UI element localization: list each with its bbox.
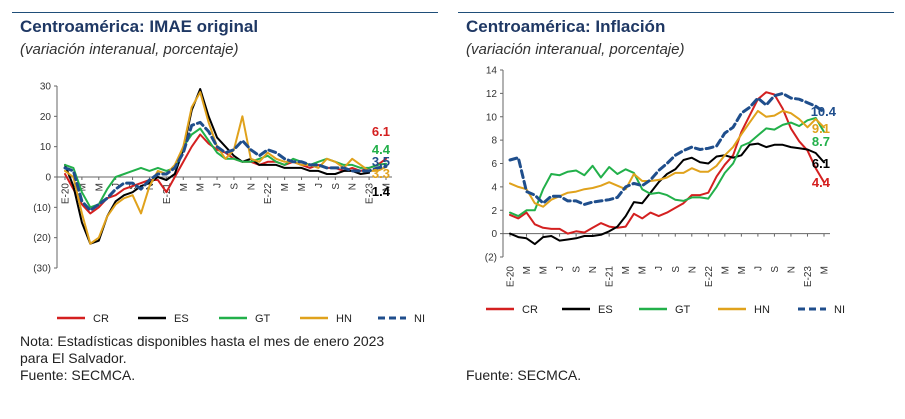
legend-label-hn: HN xyxy=(754,304,770,316)
x-tick-label: N xyxy=(145,183,156,190)
series-line-hn xyxy=(509,109,825,208)
series-line-ni xyxy=(63,120,388,212)
x-tick-label: E-20 xyxy=(61,183,72,205)
x-tick-label: E-20 xyxy=(506,266,517,288)
x-tick-label: N xyxy=(246,183,257,190)
chart-subtitle: (variación interanual, porcentaje) xyxy=(466,41,685,58)
y-tick-label: 0 xyxy=(45,173,51,184)
legend-label-gt: GT xyxy=(675,304,691,316)
legend-label-cr: CR xyxy=(93,313,109,325)
x-tick-label: M xyxy=(720,266,731,274)
title-rule xyxy=(12,12,438,13)
legend-label-cr: CR xyxy=(522,304,538,316)
x-tick-label: N xyxy=(786,266,797,273)
x-tick-label: M xyxy=(94,183,105,191)
end-value-label: 4.4 xyxy=(812,175,831,190)
x-tick-label: M xyxy=(737,266,748,274)
x-tick-label: M xyxy=(77,183,88,191)
end-value-label: 10.4 xyxy=(811,104,837,119)
legend-label-ni: NI xyxy=(414,313,425,325)
inflacion-panel: Centroamérica: Inflación (variación inte… xyxy=(458,0,905,419)
chart-title: Centroamérica: IMAE original xyxy=(20,17,259,36)
x-tick-label: E-22 xyxy=(263,183,274,205)
source-note: Fuente: SECMCA. xyxy=(20,367,136,383)
y-tick-label: 6 xyxy=(491,159,497,170)
y-tick-label: 20 xyxy=(40,112,52,123)
series-line-es xyxy=(509,142,825,246)
legend-label-es: ES xyxy=(174,313,189,325)
x-tick-label: M xyxy=(179,183,190,191)
note-line-2: para El Salvador. xyxy=(20,350,127,366)
x-tick-label: J xyxy=(213,183,224,188)
x-tick-label: M xyxy=(638,266,649,274)
y-tick-label: (20) xyxy=(33,233,51,244)
y-tick-label: 4 xyxy=(491,182,497,193)
source-note: Fuente: SECMCA. xyxy=(466,367,582,383)
x-tick-label: M xyxy=(196,183,207,191)
x-tick-label: S xyxy=(770,266,781,273)
end-value-label: 6.1 xyxy=(372,124,390,139)
chart-title: Centroamérica: Inflación xyxy=(466,17,666,36)
end-value-label: 1.4 xyxy=(372,184,391,199)
x-tick-label: S xyxy=(331,183,342,190)
legend-label-gt: GT xyxy=(255,313,271,325)
series-line-es xyxy=(64,88,371,245)
y-tick-label: (30) xyxy=(33,264,51,275)
series-line-hn xyxy=(64,91,387,245)
end-value-label: 3.5 xyxy=(372,154,390,169)
legend-label-hn: HN xyxy=(336,313,352,325)
y-tick-label: 0 xyxy=(491,229,497,240)
x-tick-label: E-23 xyxy=(365,183,376,205)
y-tick-label: 8 xyxy=(491,136,497,147)
x-tick-label: J xyxy=(111,183,122,188)
x-tick-label: E-21 xyxy=(162,183,173,205)
x-tick-label: S xyxy=(229,183,240,190)
x-tick-label: M xyxy=(297,183,308,191)
x-tick-label: S xyxy=(572,266,583,273)
x-tick-label: M xyxy=(621,266,632,274)
series-line-cr xyxy=(509,91,825,235)
series-line-gt xyxy=(509,116,825,218)
end-value-label: 8.7 xyxy=(812,134,830,149)
end-value-label: 4.4 xyxy=(372,142,391,157)
x-tick-label: J xyxy=(753,266,764,271)
y-tick-label: 2 xyxy=(491,206,497,217)
x-tick-label: M xyxy=(539,266,550,274)
legend-label-es: ES xyxy=(598,304,613,316)
y-tick-label: (10) xyxy=(33,203,51,214)
y-tick-label: (2) xyxy=(485,253,497,264)
y-tick-label: 12 xyxy=(486,89,498,100)
end-value-label: 6.1 xyxy=(812,156,830,171)
y-tick-label: 14 xyxy=(486,66,498,77)
x-tick-label: E-23 xyxy=(803,266,814,288)
x-tick-label: J xyxy=(314,183,325,188)
y-tick-label: 30 xyxy=(40,82,52,93)
x-tick-label: J xyxy=(654,266,665,271)
note-line-1: Nota: Estadísticas disponibles hasta el … xyxy=(20,333,385,349)
legend-label-ni: NI xyxy=(834,304,845,316)
series-line-ni xyxy=(508,91,826,206)
x-tick-label: M xyxy=(280,183,291,191)
x-tick-label: N xyxy=(687,266,698,273)
title-rule xyxy=(458,12,894,13)
x-tick-label: M xyxy=(522,266,533,274)
x-tick-label: M xyxy=(820,266,831,274)
y-tick-label: 10 xyxy=(40,142,52,153)
x-tick-label: E-21 xyxy=(605,266,616,288)
x-tick-label: N xyxy=(348,183,359,190)
imae-panel: Centroamérica: IMAE original (variación … xyxy=(0,0,452,419)
x-tick-label: E-22 xyxy=(704,266,715,288)
x-tick-label: S xyxy=(671,266,682,273)
y-tick-label: 10 xyxy=(486,112,498,123)
end-value-label: 3.3 xyxy=(372,166,390,181)
x-tick-label: M xyxy=(382,183,393,191)
chart-subtitle: (variación interanual, porcentaje) xyxy=(20,41,239,58)
end-value-label: 9.1 xyxy=(812,121,830,136)
x-tick-label: N xyxy=(588,266,599,273)
x-tick-label: J xyxy=(555,266,566,271)
